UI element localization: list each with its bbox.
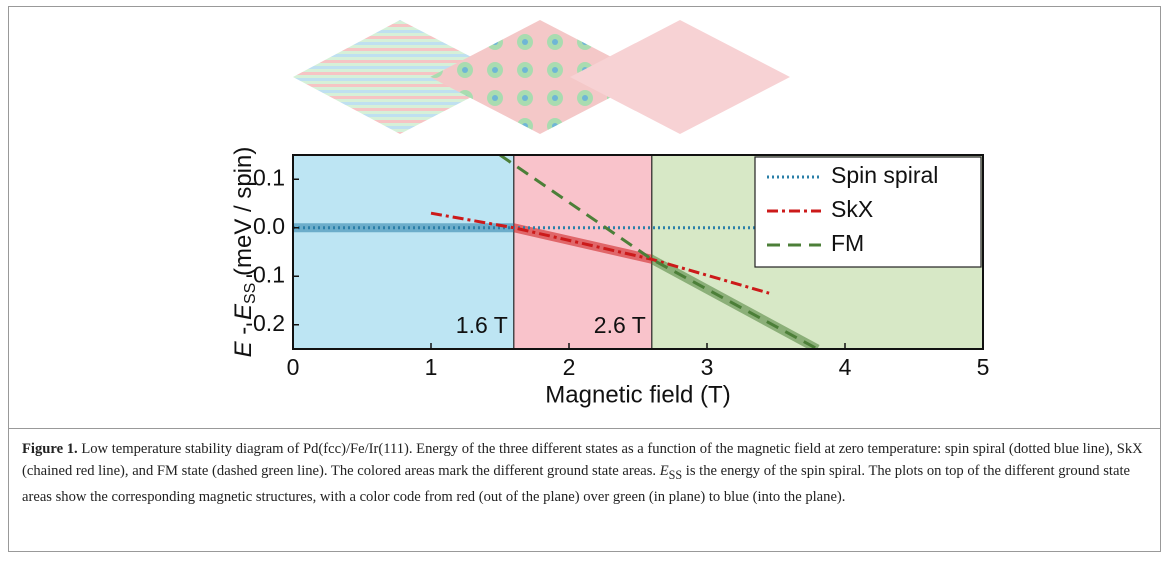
legend-label: FM [831,230,864,256]
y-axis-label: E - ESS (meV / spin) [230,147,259,358]
annotation: 2.6 T [594,312,646,338]
x-axis-label: Magnetic field (T) [545,381,730,408]
plot-frame [292,154,984,350]
series-line [430,211,770,295]
x-tick-label: 5 [977,354,990,380]
y-tick-label: -0.2 [245,310,285,336]
legend-label: SkX [831,196,873,222]
x-tick-label: 0 [287,354,300,380]
y-tick-label: 0.0 [253,213,285,239]
chart: E - ESS (meV / spin) 1.6 T 2.6 T0 1 2 3 4 5Mag… [230,20,990,408]
x-tick-label: 2 [563,354,576,380]
fm-thumbnail [570,20,790,134]
y-axis-label-part: SS [242,283,259,304]
structure-thumbnails [293,20,790,134]
caption-text: Low temperature stability diagram of Pd(… [22,441,1143,479]
skx-thumbnail [430,20,650,134]
caption-text-end: is the energy of the spin spiral. The pl… [22,463,1131,505]
caption-subscript: SS [668,467,683,482]
y-axis-label-part: E [230,340,257,357]
caption: Figure 1. Low temperature stability diag… [22,438,1147,508]
caption-symbol: E [659,463,669,479]
spin-spiral-thumbnail [293,20,510,134]
ground-state-region [293,155,514,349]
annotation: 1.6 T [456,312,508,338]
caption-separator [8,428,1161,429]
y-axis-label-part: E [230,303,257,320]
y-tick-label: 0.1 [253,164,285,190]
x-tick-label: 3 [701,354,714,380]
caption-label: Figure 1. [22,441,78,457]
x-tick-label: 1 [425,354,438,380]
y-axis-label-part: - [230,320,257,341]
x-tick-label: 4 [839,354,852,380]
y-tick-label: -0.1 [245,261,285,287]
legend-label: Spin spiral [831,162,938,188]
figure-frame [8,6,1161,552]
y-axis-label-part: (meV / spin) [230,147,257,283]
